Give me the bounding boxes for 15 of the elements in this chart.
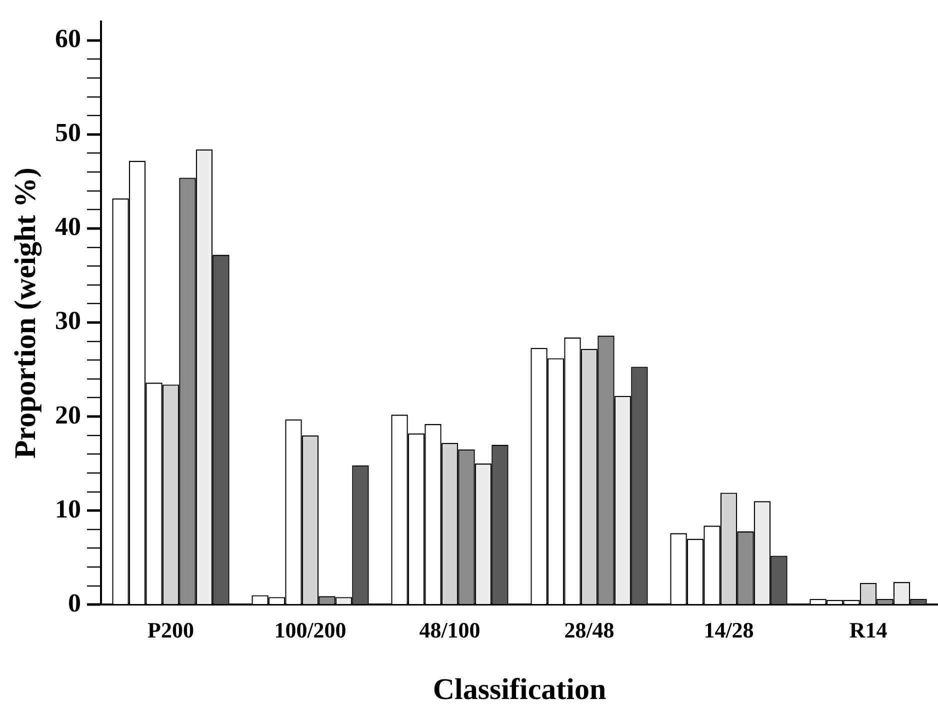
y-tick-label: 50 [55, 118, 81, 148]
y-tick-label: 40 [55, 212, 81, 242]
y-tick-label: 10 [55, 494, 81, 524]
y-tick-label: 0 [68, 588, 81, 618]
x-axis-title: Classification [432, 672, 606, 706]
y-tick-label: 30 [55, 306, 81, 336]
x-tick-label: 28/48 [564, 617, 614, 642]
y-tick-label: 20 [55, 400, 81, 430]
y-axis-title: Proportion (weight %) [8, 168, 42, 459]
x-tick-label: 14/28 [704, 617, 754, 642]
x-tick-label: R14 [849, 617, 888, 642]
x-tick-label: P200 [148, 617, 194, 642]
x-tick-label: 48/100 [419, 617, 480, 642]
y-tick-label: 60 [55, 24, 81, 54]
x-tick-label: 100/200 [274, 617, 346, 642]
